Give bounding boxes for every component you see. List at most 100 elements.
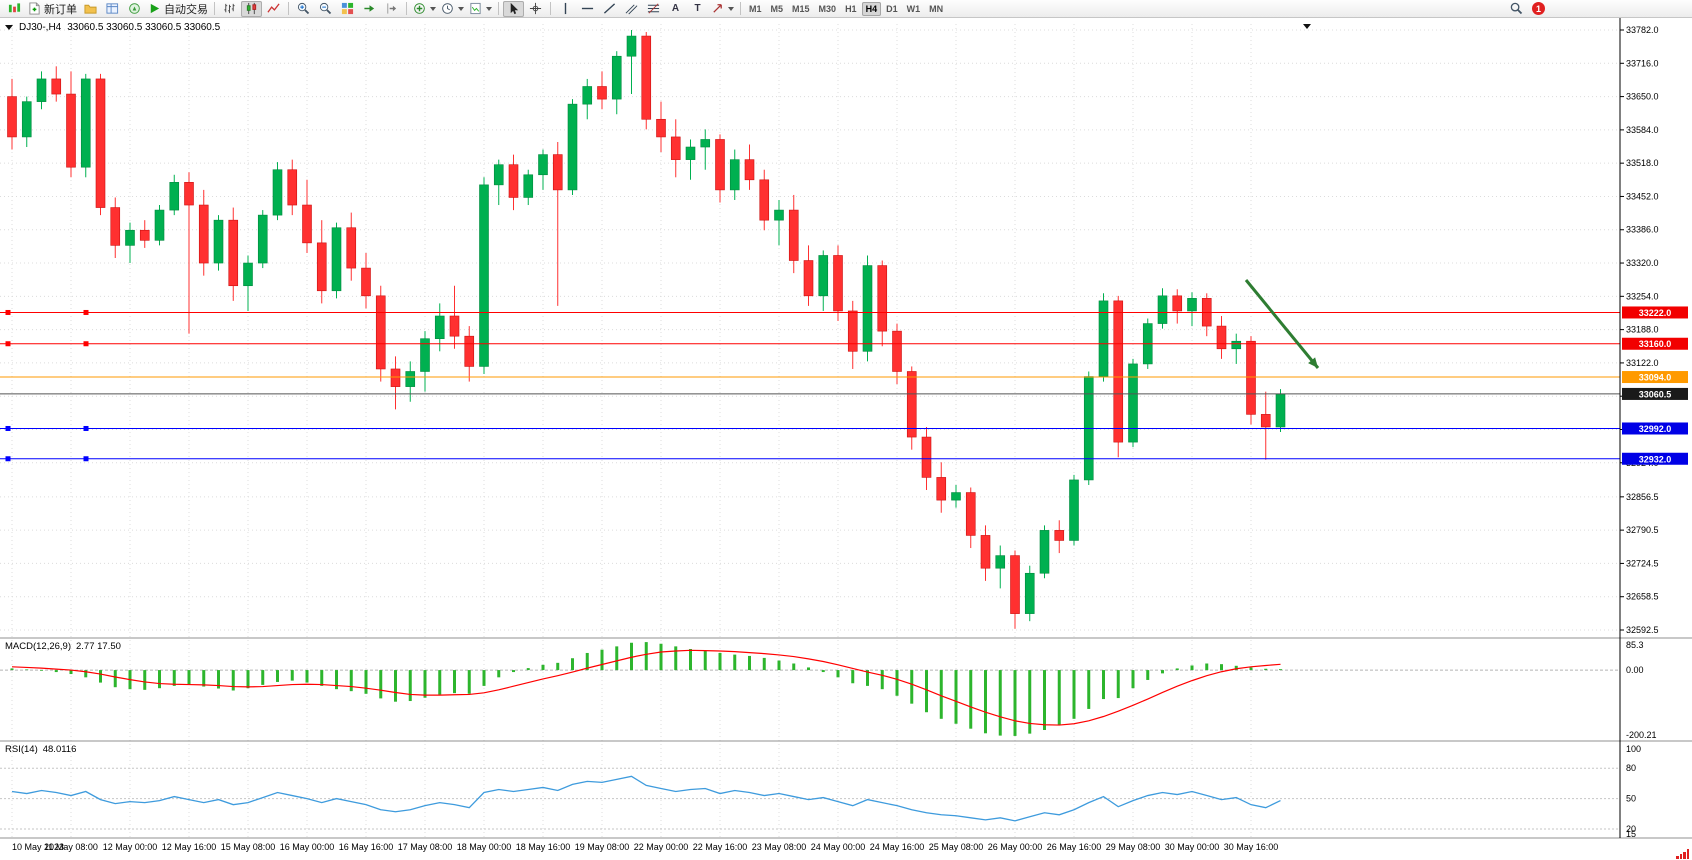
price-tag-label: 33094.0 [1639,373,1672,383]
fibonacci-tool-button[interactable] [643,1,664,17]
text-tool-button[interactable]: A [665,1,686,17]
candle [51,66,62,102]
autotrading-button[interactable]: 自动交易 [146,1,210,17]
price-axis-label: 32592.5 [1626,625,1659,635]
templates-button[interactable] [467,1,494,17]
price-line-32932.0[interactable] [0,456,1620,462]
price-tag-33222.0: 33222.0 [1622,306,1688,319]
navigator-button[interactable] [124,1,145,17]
line-handle[interactable] [83,309,89,315]
candle [228,207,239,301]
zoom-out-button[interactable] [315,1,336,17]
horizontal-line-tool-button[interactable] [577,1,598,17]
time-axis-label: 18 May 16:00 [516,842,571,852]
horizontal-line-icon [581,7,594,10]
profiles-button[interactable] [80,1,101,17]
chart-dropdown-icon[interactable] [1303,24,1311,29]
trend-arrow-annotation[interactable] [1244,279,1320,369]
price-axis-label: 32658.5 [1626,592,1659,602]
timeframe-MN[interactable]: MN [925,2,947,16]
line-chart-button[interactable] [263,1,284,17]
indicators-button[interactable] [411,1,438,17]
trendline-tool-button[interactable] [599,1,620,17]
chart-collapse-icon[interactable] [5,25,13,30]
time-axis-label: 10 May 2023 [12,842,64,852]
new-order-label: 新订单 [44,3,77,16]
periods-button[interactable] [439,1,466,17]
timeframe-H4[interactable]: H4 [861,1,882,16]
time-axis-label: 16 May 00:00 [280,842,335,852]
candle [66,71,76,178]
tile-windows-button[interactable] [337,1,358,17]
channel-tool-button[interactable] [621,1,642,17]
candle [287,159,298,216]
line-handle[interactable] [83,456,89,462]
new-chart-button[interactable] [4,1,25,17]
vertical-line-tool-button[interactable] [555,1,576,17]
line-handle[interactable] [5,309,11,315]
search-button[interactable] [1506,1,1527,17]
line-handle[interactable] [83,341,89,347]
market-watch-button[interactable] [102,1,123,17]
price-axis-label: 32790.5 [1626,525,1659,535]
candle [980,525,991,581]
price-tag-label: 33160.0 [1639,339,1672,349]
time-axis-label: 22 May 00:00 [634,842,689,852]
candle [405,361,416,402]
candle [21,96,32,148]
toolbar-separator [288,2,289,15]
candle [420,331,430,392]
price-axis-label: 33320.0 [1626,258,1659,268]
trendline-icon [603,3,616,14]
chart-title: DJ30-,H4 33060.5 33060.5 33060.5 33060.5 [5,22,220,33]
candle [1054,520,1065,554]
rsi-line [11,775,1281,822]
candle [243,255,253,311]
new-order-button[interactable]: 新订单 [26,1,79,17]
notifications-button[interactable]: 1 [1528,1,1549,17]
timeframe-label: M30 [818,3,837,14]
cursor-button[interactable] [503,0,524,17]
candle [1157,288,1168,329]
line-handle[interactable] [83,425,89,431]
crosshair-button[interactable] [525,1,546,17]
line-handle[interactable] [5,425,11,431]
notification-badge: 1 [1532,2,1545,15]
timeframe-D1[interactable]: D1 [882,2,902,16]
candle [464,326,475,382]
bar-chart-button[interactable] [219,1,240,17]
price-line-32992.0[interactable] [0,425,1620,431]
vertical-line-icon [564,2,567,15]
timeframe-W1[interactable]: W1 [903,2,925,16]
candle [184,172,194,334]
line-handle[interactable] [5,456,11,462]
candle [892,323,902,385]
timeframe-M1[interactable]: M1 [745,2,766,16]
candle [110,197,121,258]
candle [803,245,814,306]
chart-canvas[interactable]: 33782.0 33716.0 33650.0 33584.0 33518.0 33452… [0,18,1692,860]
timeframe-M30[interactable]: M30 [815,2,841,16]
candle [744,144,755,190]
label-tool-button[interactable]: T [687,1,708,17]
line-handle[interactable] [5,341,11,347]
auto-scroll-button[interactable] [359,1,380,17]
arrows-tool-button[interactable] [709,1,736,17]
timeframe-H1[interactable]: H1 [841,2,861,16]
candlestick-chart-button[interactable] [241,0,262,17]
zoom-in-button[interactable] [293,1,314,17]
price-tag-32992.0: 32992.0 [1622,422,1688,435]
time-axis-label: 12 May 16:00 [162,842,217,852]
timeframe-M15[interactable]: M15 [788,2,814,16]
price-line-33160.0[interactable] [0,341,1620,347]
timeframe-M5[interactable]: M5 [767,2,788,16]
chart-shift-button[interactable] [381,1,402,17]
toolbar-separator [740,2,741,15]
rsi-scale-label: 20 [1626,824,1636,834]
price-line-33222.0[interactable] [0,309,1620,315]
candle [449,285,460,349]
candle [862,255,873,362]
label-tool-icon: T [694,3,701,14]
time-axis-label: 11 May 08:00 [44,842,98,852]
candle [1216,316,1227,359]
